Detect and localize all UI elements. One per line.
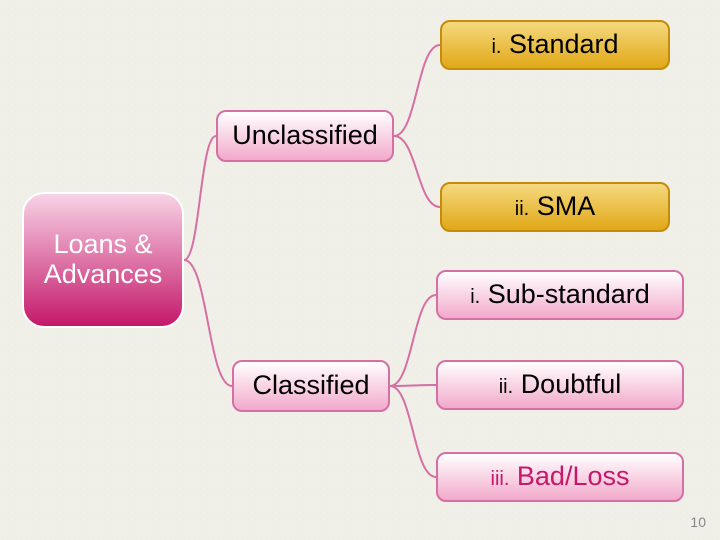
prefix: iii. (491, 468, 510, 490)
node-badloss: iii. Bad/Loss (436, 452, 684, 502)
node-unclassified: Unclassified (216, 110, 394, 162)
node-classified-label: Classified (252, 371, 369, 401)
node-unclassified-label: Unclassified (232, 121, 378, 151)
node-standard: i. Standard (440, 20, 670, 70)
node-standard-label: i. Standard (491, 30, 618, 60)
node-doubtful-label: ii. Doubtful (499, 370, 622, 400)
label-text: Sub-standard (488, 279, 650, 309)
node-substandard-label: i. Sub-standard (470, 280, 650, 310)
label-text: SMA (537, 191, 596, 221)
page-number: 10 (690, 514, 706, 530)
node-classified: Classified (232, 360, 390, 412)
node-sma-label: ii. SMA (515, 192, 595, 222)
prefix: ii. (515, 198, 529, 220)
prefix: ii. (499, 376, 513, 398)
label-text: Doubtful (521, 369, 622, 399)
node-root-label: Loans & Advances (24, 230, 182, 289)
prefix: i. (491, 36, 501, 58)
prefix: i. (470, 286, 480, 308)
slide: Loans & Advances Unclassified Classified… (0, 0, 720, 540)
node-sma: ii. SMA (440, 182, 670, 232)
node-substandard: i. Sub-standard (436, 270, 684, 320)
label-text: Standard (509, 29, 619, 59)
label-text: Bad/Loss (517, 461, 630, 491)
node-badloss-label: iii. Bad/Loss (491, 462, 630, 492)
node-root: Loans & Advances (22, 192, 184, 328)
node-doubtful: ii. Doubtful (436, 360, 684, 410)
